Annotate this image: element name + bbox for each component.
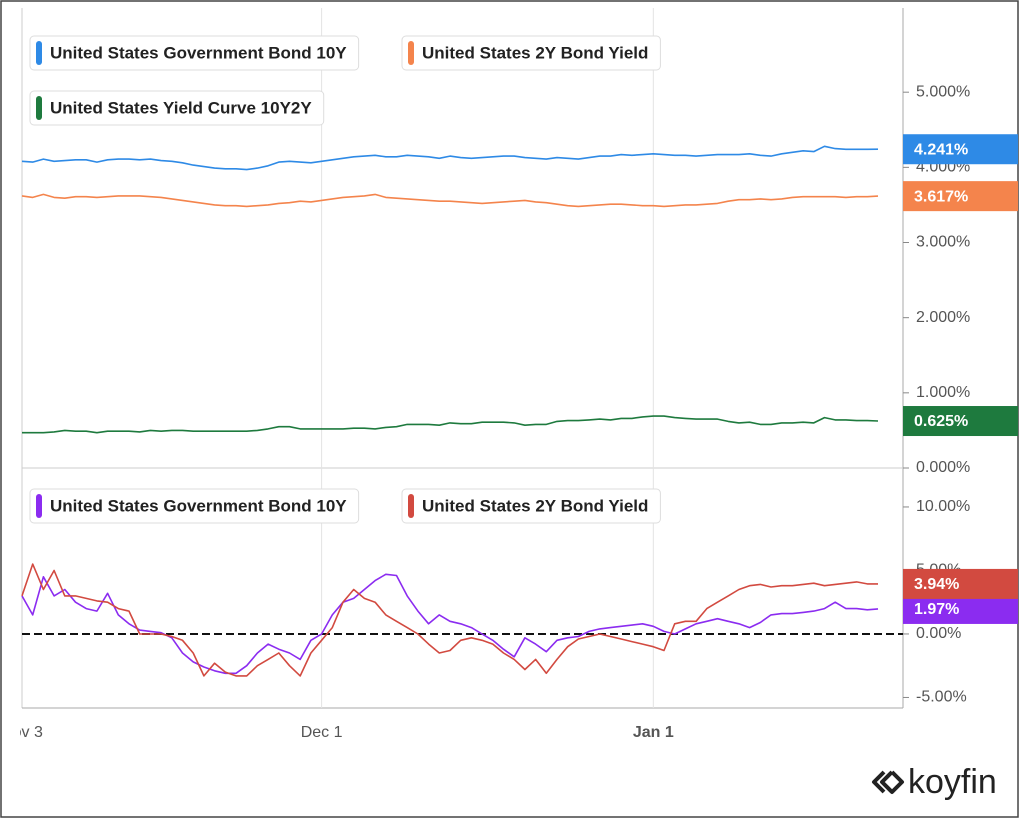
- series-line: [22, 415, 879, 434]
- series-line: [21, 145, 879, 171]
- y-tick-label: 0.00%: [916, 625, 961, 642]
- y-tick-label: 3.000%: [916, 234, 970, 251]
- legend-swatch: [408, 494, 414, 518]
- legend-label: United States Government Bond 10Y: [50, 496, 347, 515]
- legend-swatch: [36, 41, 42, 65]
- y-tick-label: 0.000%: [916, 459, 970, 476]
- x-labels: Nov 3 Dec 1 Jan 1: [1, 724, 674, 741]
- series-line: [21, 573, 879, 675]
- legend-item: United States Yield Curve 10Y2Y: [29, 90, 325, 126]
- end-label-bg: [903, 593, 1018, 624]
- end-label: 3.94%: [914, 576, 959, 593]
- end-label-bg: [903, 181, 1018, 212]
- legend-swatch: [408, 41, 414, 65]
- end-label: 0.625%: [914, 413, 968, 430]
- brand: koyfin: [908, 763, 997, 801]
- legend-item: United States Government Bond 10Y: [29, 488, 360, 524]
- legend-box: [401, 35, 661, 71]
- logo-mark: [872, 770, 904, 794]
- x-tick-label: Nov 3: [1, 724, 43, 741]
- legend-label: United States 2Y Bond Yield: [422, 43, 648, 62]
- legend-item: United States 2Y Bond Yield: [401, 35, 661, 71]
- legend-label: United States Government Bond 10Y: [50, 43, 347, 62]
- y-tick-label: 1.000%: [916, 384, 970, 401]
- legend-swatch: [36, 96, 42, 120]
- series-line: [21, 193, 879, 208]
- legend-label: United States 2Y Bond Yield: [422, 496, 648, 515]
- y-tick-label: 2.000%: [916, 309, 970, 326]
- end-label: 1.97%: [914, 601, 959, 618]
- x-tick-label: Dec 1: [301, 724, 343, 741]
- y-tick-label: -5.00%: [916, 689, 967, 706]
- series-line: [21, 563, 878, 677]
- legend-item: United States 2Y Bond Yield: [401, 488, 661, 524]
- end-label: 4.241%: [914, 141, 968, 158]
- logo: koyfin: [872, 763, 997, 801]
- legend-item: United States Government Bond 10Y: [29, 35, 360, 71]
- y-tick-label: 10.00%: [916, 498, 970, 515]
- legend-box: [29, 90, 325, 126]
- legend-box: [401, 488, 661, 524]
- end-label-bg: [903, 134, 1018, 165]
- y-tick-label: 5.000%: [916, 83, 970, 100]
- end-label-bg: [903, 568, 1018, 599]
- x-tick-label: Jan 1: [633, 724, 674, 741]
- end-label-bg: [903, 406, 1018, 437]
- end-label: 3.617%: [914, 188, 968, 205]
- legend-swatch: [36, 494, 42, 518]
- legend-label: United States Yield Curve 10Y2Y: [50, 98, 312, 117]
- legend-box: [29, 488, 360, 524]
- legend-box: [29, 35, 360, 71]
- grid: [321, 8, 654, 708]
